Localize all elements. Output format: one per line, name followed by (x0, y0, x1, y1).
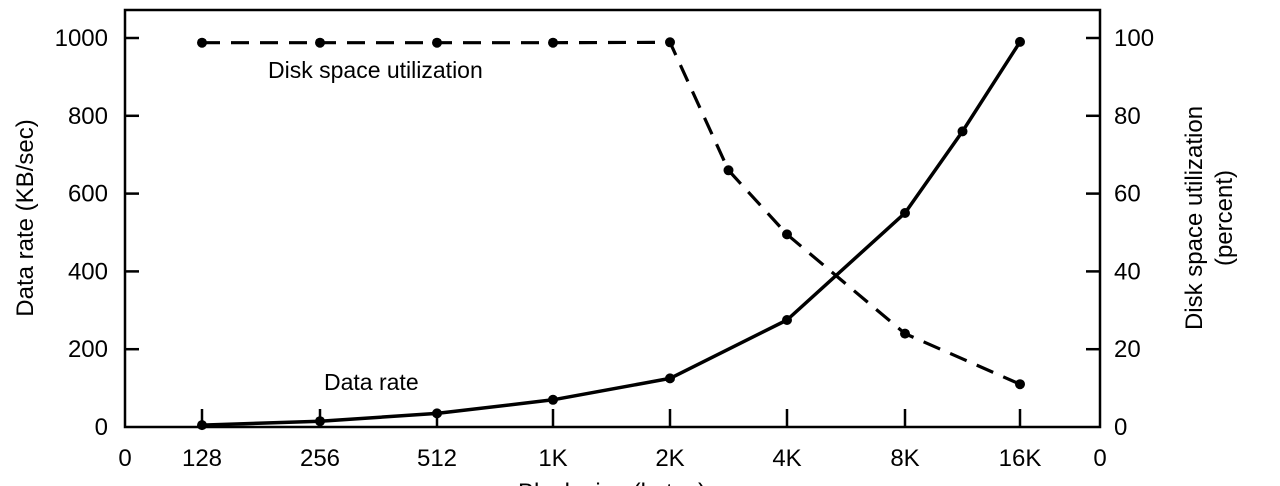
y-right-tick-label: 40 (1114, 258, 1141, 285)
y-right-axis-title: (percent) (1211, 170, 1238, 266)
x-tick-label: 1K (538, 445, 567, 472)
x-tick-label: 2K (655, 445, 684, 472)
data-rate-point (197, 420, 207, 431)
x-tick-label: 8K (890, 445, 919, 472)
disk-space-utilization-point (782, 229, 792, 240)
y-left-tick-label: 800 (68, 103, 108, 130)
data-rate-line (201, 40, 1022, 427)
disk-space-utilization-point (315, 37, 325, 48)
data-rate-point (548, 394, 558, 405)
plot-frame (123, 8, 1102, 429)
disk-space-utilization-point (432, 37, 442, 48)
annotation-data-rate: Data rate (324, 369, 419, 395)
y-left-axis-title: Data rate (KB/sec) (12, 119, 39, 316)
x-tick-label: 512 (417, 445, 457, 472)
disk-space-utilization-line (202, 40, 1021, 386)
data-rate-point (900, 208, 910, 218)
disk-space-utilization-point (197, 37, 207, 48)
disk-space-utilization-point (548, 37, 558, 48)
x-tick-label: 128 (182, 445, 222, 472)
y-left-tick-label: 0 (95, 414, 108, 441)
y-right-tick-label: 60 (1114, 181, 1141, 208)
x-tick-label: 4K (772, 445, 801, 472)
y-right-axis-title: Disk space utilization (1181, 106, 1208, 330)
disk-space-utilization-point (665, 37, 675, 48)
x-axis-title: Block size (bytes) (518, 479, 706, 486)
data-rate-point (1015, 36, 1025, 47)
data-rate-point (315, 416, 325, 427)
labels-layer: 0 128 256 512 1K 2K 4K 8K 16K 0020040060080010000… (12, 25, 1238, 486)
y-right-tick-label: 20 (1114, 336, 1141, 363)
series-layer (197, 36, 1025, 431)
data-rate-point (782, 315, 792, 325)
x-tick-label: 0 (1093, 445, 1106, 472)
y-left-tick-label: 200 (68, 336, 108, 363)
y-left-tick-label: 400 (68, 258, 108, 285)
disk-space-utilization-point (723, 165, 734, 176)
annotation-disk-space-utilization: Disk space utilization (268, 57, 483, 83)
y-right-tick-label: 0 (1114, 414, 1127, 441)
data-rate-point (432, 408, 442, 419)
y-left-tick-label: 600 (68, 181, 108, 208)
data-rate-point (957, 126, 968, 137)
x-tick-label: 256 (300, 445, 340, 472)
disk-space-utilization-point (1015, 379, 1025, 390)
ticks-layer (125, 36, 1100, 427)
disk-space-utilization-point (900, 328, 910, 339)
x-tick-label: 0 (118, 445, 131, 472)
y-left-tick-label: 1000 (55, 25, 108, 52)
data-rate-point (665, 373, 675, 384)
y-right-tick-label: 80 (1114, 103, 1141, 130)
x-tick-label: 16K (999, 445, 1042, 472)
y-right-tick-label: 100 (1114, 25, 1154, 52)
